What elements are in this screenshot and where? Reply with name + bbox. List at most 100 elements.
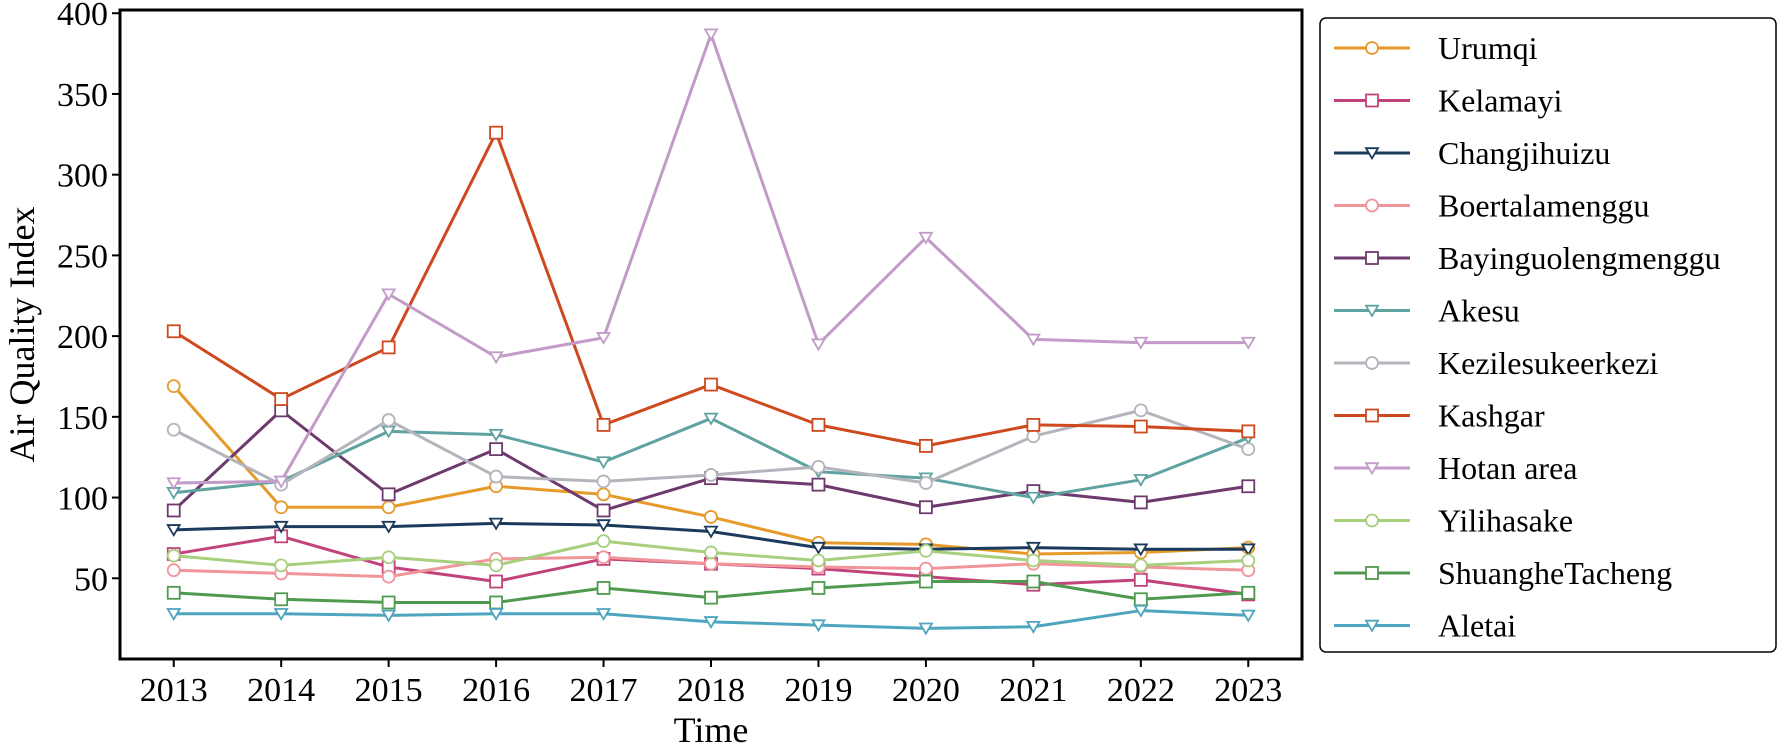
x-tick-label: 2017 [570,672,638,709]
data-point-changjihuizu [1025,541,1041,555]
data-point-akesu [1025,491,1041,505]
x-tick-label: 2021 [999,672,1067,709]
data-point-hotan-area [1025,333,1041,347]
data-point-aletai [381,609,397,623]
data-point-hotan-area [703,28,719,42]
data-point-kashgar [596,418,611,432]
data-point-bayinguolengmenggu [381,487,396,502]
data-point-yilihasake [596,534,611,549]
data-point-kezilesukeerkezi [704,468,718,482]
data-point-urumqi [274,500,289,515]
legend-item-shuanghetacheng: ShuangheTacheng [1334,555,1672,591]
data-point-shuanghetacheng [274,592,289,607]
legend-item-boertalamenggu: Boertalamenggu [1334,188,1649,224]
legend-label: Urumqi [1438,30,1538,66]
y-tick-label: 50 [74,561,108,598]
data-point-bayinguolengmenggu [274,403,289,418]
data-point-kezilesukeerkezi [919,476,933,490]
data-point-yilihasake [489,558,503,573]
data-point-yilihasake [1026,553,1041,568]
x-axis: 2013 2014 2015 2016 2017 2018 2019 2020 2021 2022… [140,659,1282,709]
data-point-kezilesukeerkezi [811,459,826,474]
data-point-kashgar [811,418,826,432]
data-point-bayinguolengmenggu [919,500,933,515]
data-point-shuanghetacheng [1133,592,1148,607]
data-point-hotan-area [381,288,397,302]
legend-marker [1365,198,1379,213]
legend-marker [1365,408,1379,423]
legend-label: Hotan area [1438,450,1577,486]
data-point-akesu [488,428,504,442]
data-point-hotan-area [1240,336,1256,350]
legend-item-yilihasake: Yilihasake [1334,503,1573,539]
legend-item-kezilesukeerkezi: Kezilesukeerkezi [1334,345,1658,381]
legend-item-urumqi: Urumqi [1334,30,1538,66]
legend-item-kashgar: Kashgar [1334,398,1545,434]
data-point-changjihuizu [381,520,397,534]
data-point-shuanghetacheng [166,585,181,600]
data-point-kezilesukeerkezi [381,413,396,427]
data-point-yilihasake [166,548,181,563]
data-point-kezilesukeerkezi [596,474,611,489]
data-point-changjihuizu [1240,543,1256,557]
data-point-kashgar [166,324,181,339]
data-point-bayinguolengmenggu [596,503,611,518]
data-point-akesu [1133,474,1149,487]
data-point-changjihuizu [273,520,289,534]
x-tick-label: 2022 [1107,672,1175,709]
data-point-bayinguolengmenggu [489,442,503,457]
data-point-kezilesukeerkezi [1133,403,1148,418]
y-tick-label: 200 [57,319,108,356]
legend-label: ShuangheTacheng [1438,555,1672,591]
legend-item-hotan-area: Hotan area [1334,450,1577,486]
legend-item-aletai: Aletai [1334,608,1516,644]
data-point-yilihasake [1133,558,1148,573]
legend-item-changjihuizu: Changjihuizu [1334,135,1610,171]
data-point-kezilesukeerkezi [1026,429,1041,444]
y-tick-label: 300 [57,158,108,195]
data-point-changjihuizu [703,525,719,539]
y-tick-label: 350 [57,77,108,114]
data-point-kelamayi [489,574,503,589]
data-point-bayinguolengmenggu [166,503,181,518]
legend-item-kelamayi: Kelamayi [1334,83,1563,119]
data-point-kashgar [489,125,503,140]
data-point-shuanghetacheng [489,595,503,610]
legend-label: Kelamayi [1438,83,1563,119]
data-point-hotan-area [595,332,612,345]
legend-item-akesu: Akesu [1334,293,1520,329]
plot-series [166,28,1256,636]
x-tick-label: 2023 [1214,672,1282,709]
legend-marker [1365,513,1379,528]
data-point-shuanghetacheng [811,581,826,595]
legend-box [1319,17,1777,653]
data-point-aletai [1240,609,1256,623]
y-tick-label: 400 [57,0,108,33]
series-line-kashgar [172,131,1249,448]
data-point-bayinguolengmenggu [1133,495,1148,510]
data-point-boertalamenggu [704,556,718,571]
legend-label: Kashgar [1438,398,1545,434]
data-point-aletai [918,622,934,636]
series-kezilesukeerkezi [166,403,1256,492]
data-point-hotan-area [488,351,504,365]
data-point-boertalamenggu [596,550,611,565]
data-point-hotan-area [273,475,289,489]
x-tick-label: 2018 [677,672,745,709]
data-point-changjihuizu [166,524,182,538]
data-point-shuanghetacheng [704,590,718,605]
y-axis-label: Air Quality Index [2,207,42,463]
data-point-yilihasake [919,543,933,558]
data-point-changjihuizu [595,519,612,533]
series-yilihasake [166,534,1256,573]
series-aletai [166,604,1256,636]
legend-marker [1365,566,1379,580]
data-point-aletai [703,616,719,630]
data-point-yilihasake [1241,553,1256,568]
data-point-kashgar [274,392,289,406]
data-point-urumqi [381,500,396,515]
legend-marker [1364,462,1380,476]
legend-marker [1364,304,1380,318]
y-tick-label: 250 [57,238,108,275]
